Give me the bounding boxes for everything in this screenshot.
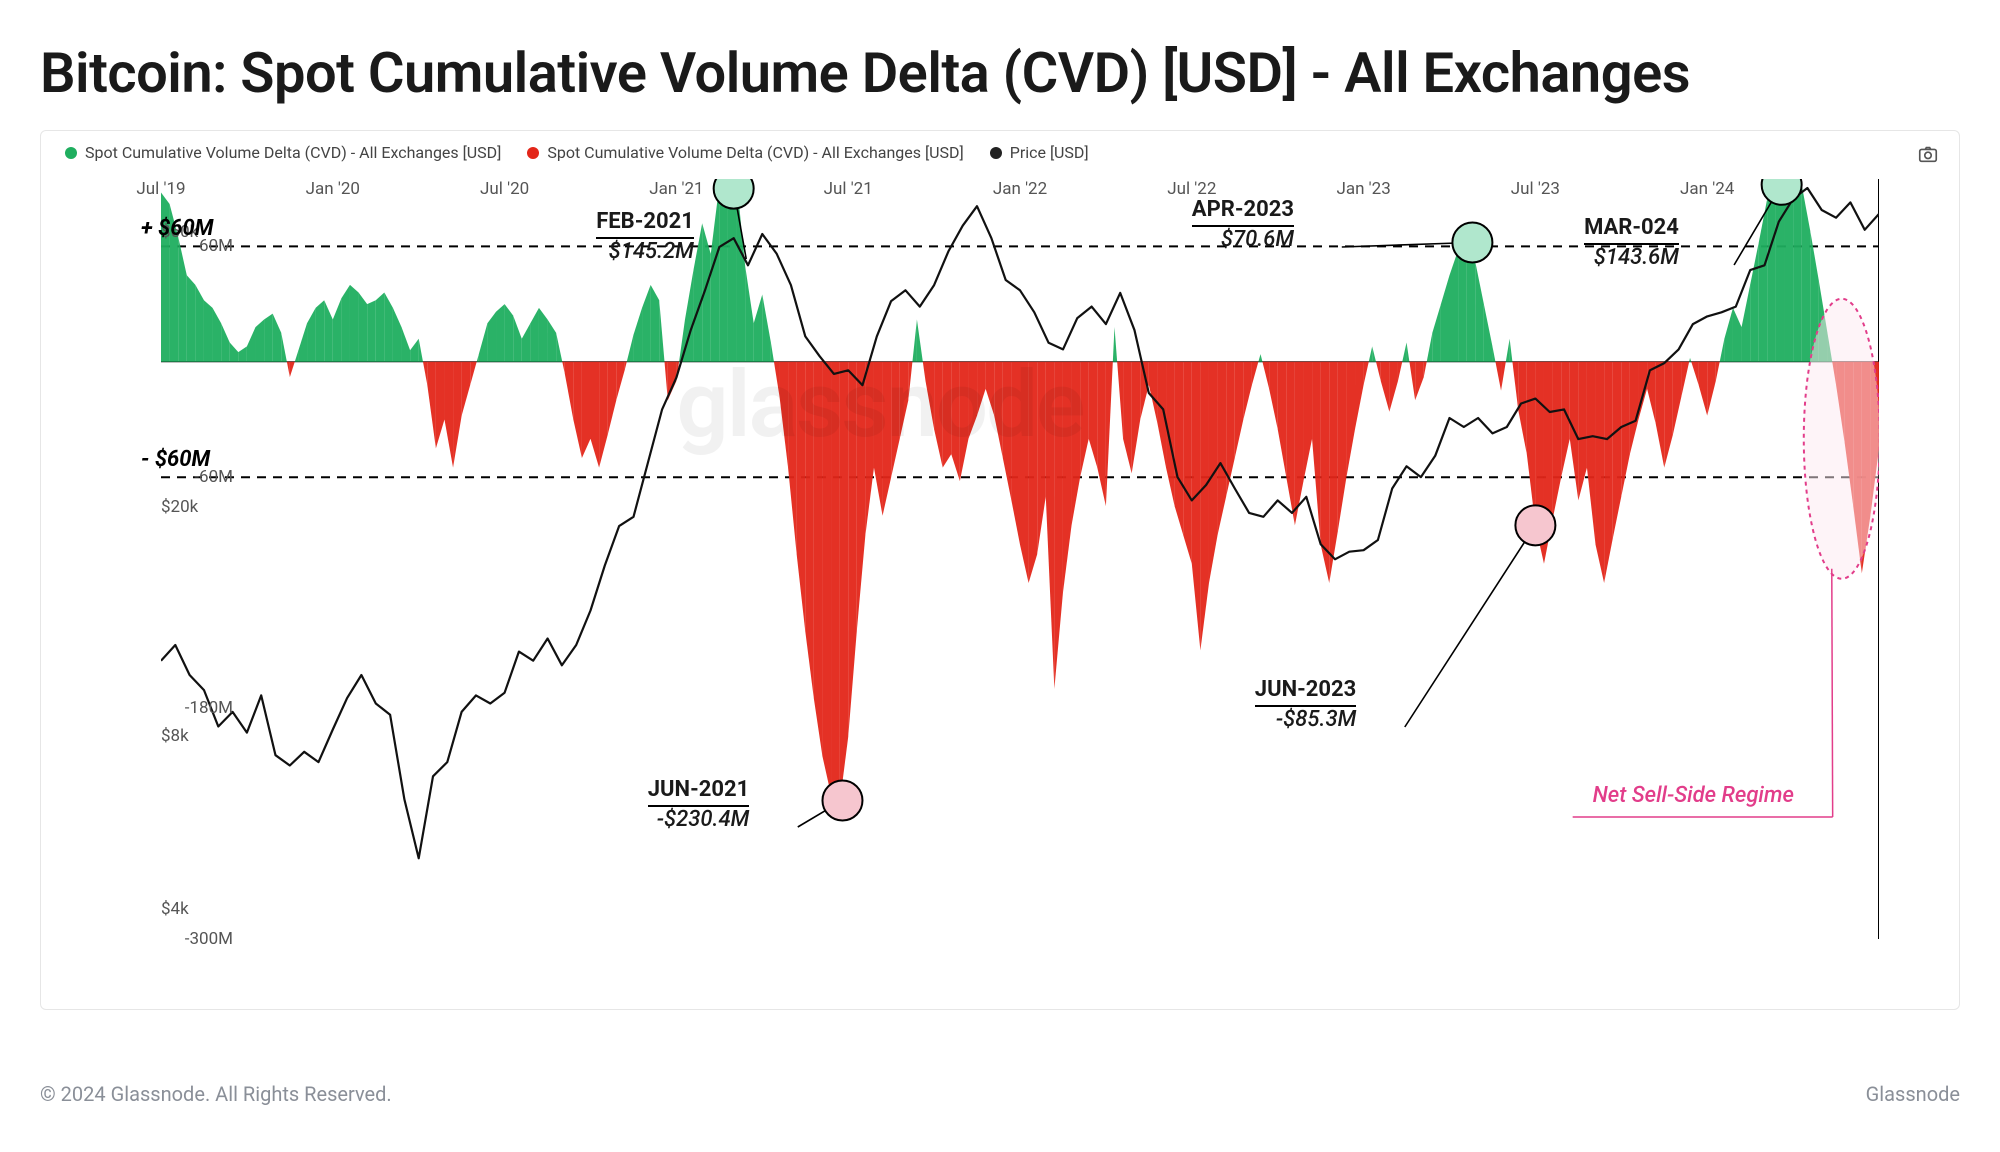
x-tick-label: Jul '23 bbox=[1511, 179, 1560, 981]
x-tick-label: Jul '20 bbox=[480, 179, 529, 981]
legend-item-neg: Spot Cumulative Volume Delta (CVD) - All… bbox=[527, 143, 963, 162]
x-tick-label: Jul '21 bbox=[824, 179, 873, 981]
x-tick-label: Jan '22 bbox=[993, 179, 1047, 981]
y-left-tick-label: -180M bbox=[161, 698, 233, 718]
sell-side-label: Net Sell-Side Regime bbox=[1593, 783, 1794, 808]
y-right-tick-label: $20k bbox=[161, 497, 221, 517]
x-tick-label: Jan '24 bbox=[1680, 179, 1734, 981]
legend-item-price: Price [USD] bbox=[990, 143, 1089, 162]
y-right-tick-label: $4k bbox=[161, 899, 221, 919]
band-upper-label: + $60M bbox=[141, 216, 213, 241]
annotation-mar24: MAR-024$143.6M bbox=[1584, 215, 1679, 272]
x-tick-label: Jul '22 bbox=[1167, 179, 1216, 981]
x-tick-label: Jan '23 bbox=[1336, 179, 1390, 981]
chart-title: Bitcoin: Spot Cumulative Volume Delta (C… bbox=[40, 40, 1960, 106]
annotation-jun21: JUN-2021-$230.4M bbox=[648, 777, 749, 834]
legend-dot-neg bbox=[527, 147, 539, 159]
camera-icon[interactable] bbox=[1917, 143, 1939, 165]
y-right-tick-label: $8k bbox=[161, 726, 221, 746]
legend-label-price: Price [USD] bbox=[1010, 143, 1089, 162]
annotation-apr23: APR-2023$70.6M bbox=[1192, 197, 1294, 254]
legend: Spot Cumulative Volume Delta (CVD) - All… bbox=[65, 143, 1089, 162]
x-tick-label: Jan '21 bbox=[649, 179, 703, 981]
band-lower-label: - $60M bbox=[141, 447, 210, 472]
x-tick-label: Jul '19 bbox=[136, 179, 185, 981]
legend-label-neg: Spot Cumulative Volume Delta (CVD) - All… bbox=[547, 143, 963, 162]
legend-label-pos: Spot Cumulative Volume Delta (CVD) - All… bbox=[85, 143, 501, 162]
chart-plot-area: glassnode Jul '19Jan '20Jul '20Jan '21Ju… bbox=[161, 179, 1879, 939]
legend-dot-pos bbox=[65, 147, 77, 159]
footer: © 2024 Glassnode. All Rights Reserved. G… bbox=[40, 1082, 1960, 1106]
annotation-feb21: FEB-2021$145.2M bbox=[596, 209, 694, 266]
x-tick-label: Jan '20 bbox=[306, 179, 360, 981]
chart-card: Spot Cumulative Volume Delta (CVD) - All… bbox=[40, 130, 1960, 1010]
annotation-jun23: JUN-2023-$85.3M bbox=[1255, 677, 1356, 734]
footer-brand: Glassnode bbox=[1866, 1082, 1960, 1106]
y-left-tick-label: -300M bbox=[161, 929, 233, 949]
legend-item-pos: Spot Cumulative Volume Delta (CVD) - All… bbox=[65, 143, 501, 162]
legend-dot-price bbox=[990, 147, 1002, 159]
footer-copyright: © 2024 Glassnode. All Rights Reserved. bbox=[40, 1082, 392, 1106]
